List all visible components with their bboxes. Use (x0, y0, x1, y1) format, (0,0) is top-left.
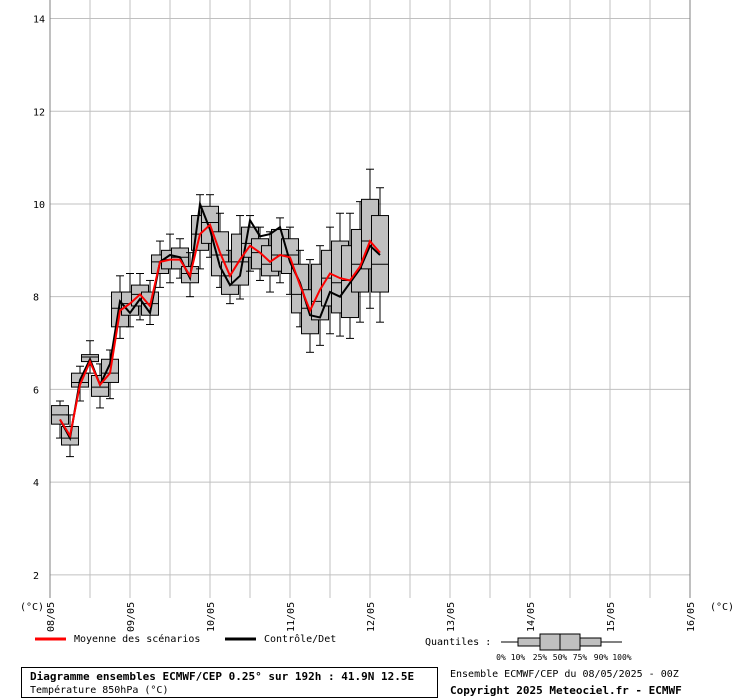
x-tick-label: 09/05 (126, 602, 137, 632)
y-tick-label: 8 (33, 293, 39, 304)
legend-quantile-tick: 75% (573, 653, 588, 662)
x-tick-label: 12/05 (366, 602, 377, 632)
y-tick-label: 10 (33, 200, 45, 211)
y-unit-right: (°C) (710, 602, 734, 613)
quantile-boxes (51, 168, 389, 458)
x-tick-label: 15/05 (606, 602, 617, 632)
mean-line (59, 223, 381, 439)
legend-control-label: Contrôle/Det (264, 633, 336, 645)
x-tick-label: 08/05 (46, 602, 57, 632)
legend-quantiles-label: Quantiles : (425, 637, 491, 648)
y-tick-label: 4 (33, 478, 39, 489)
control-line (59, 200, 381, 442)
legend-quantile-tick: 90% (594, 653, 609, 662)
x-tick-label: 16/05 (686, 602, 697, 632)
chart-title: Diagramme ensembles ECMWF/CEP 0.25° sur … (30, 670, 415, 683)
run-info: Ensemble ECMWF/CEP du 08/05/2025 - 00Z (450, 669, 679, 680)
y-tick-label: 2 (33, 571, 39, 582)
y-tick-label: 14 (33, 15, 45, 26)
footer-box: Diagramme ensembles ECMWF/CEP 0.25° sur … (21, 667, 438, 698)
x-tick-label: 14/05 (526, 602, 537, 632)
legend-quantile-sample (501, 633, 622, 651)
y-tick-label: 12 (33, 107, 45, 118)
legend-quantile-tick: 50% (553, 653, 568, 662)
axis-ticks: 2 4 6 8 10 12 14 08/05 09/05 10/05 11/05 12/05 13/05… (20, 15, 734, 632)
x-tick-label: 13/05 (446, 602, 457, 632)
y-unit-left: (°C) (20, 602, 44, 613)
x-tick-label: 11/05 (286, 602, 297, 632)
chart-subtitle: Température 850hPa (°C) (30, 685, 169, 696)
legend-quantile-tick: 0% (496, 653, 506, 662)
legend-quantile-tick: 100% (612, 653, 631, 662)
grid (49, 0, 691, 598)
copyright: Copyright 2025 Meteociel.fr - ECMWF (450, 684, 682, 697)
legend-quantile-tick: 10% (511, 653, 526, 662)
x-tick-label: 10/05 (206, 602, 217, 632)
legend-mean-label: Moyenne des scénarios (74, 633, 200, 645)
legend-quantile-tick: 25% (533, 653, 548, 662)
legend-quantile-ticks: 0% 10% 25% 50% 75% 90% 100% (496, 653, 632, 662)
y-tick-label: 6 (33, 385, 39, 396)
legend: Moyenne des scénarios Contrôle/Det Quant… (35, 633, 632, 662)
series-lines (59, 200, 381, 442)
